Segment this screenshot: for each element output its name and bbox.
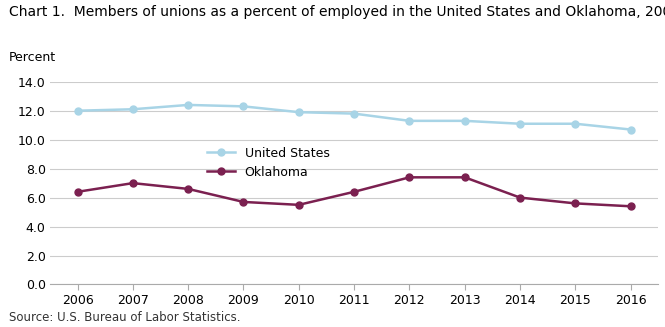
Line: United States: United States (74, 101, 634, 133)
Oklahoma (295, 203, 303, 207)
Oklahoma (74, 190, 82, 194)
Oklahoma (571, 201, 579, 205)
Legend: United States, Oklahoma: United States, Oklahoma (202, 142, 334, 184)
Oklahoma (129, 181, 137, 185)
United States (461, 119, 469, 123)
United States (626, 128, 634, 131)
Text: Chart 1.  Members of unions as a percent of employed in the United States and Ok: Chart 1. Members of unions as a percent … (9, 5, 665, 19)
United States (406, 119, 414, 123)
Oklahoma (184, 187, 192, 191)
Text: Source: U.S. Bureau of Labor Statistics.: Source: U.S. Bureau of Labor Statistics. (9, 311, 240, 324)
United States (350, 112, 358, 115)
United States (571, 122, 579, 126)
United States (239, 104, 247, 108)
Oklahoma (406, 175, 414, 179)
Oklahoma (350, 190, 358, 194)
Line: Oklahoma: Oklahoma (74, 174, 634, 210)
Oklahoma (239, 200, 247, 204)
Oklahoma (516, 196, 524, 199)
Oklahoma (626, 204, 634, 208)
United States (74, 109, 82, 113)
United States (295, 110, 303, 114)
Text: Percent: Percent (9, 51, 56, 64)
United States (184, 103, 192, 107)
United States (129, 107, 137, 111)
Oklahoma (461, 175, 469, 179)
United States (516, 122, 524, 126)
